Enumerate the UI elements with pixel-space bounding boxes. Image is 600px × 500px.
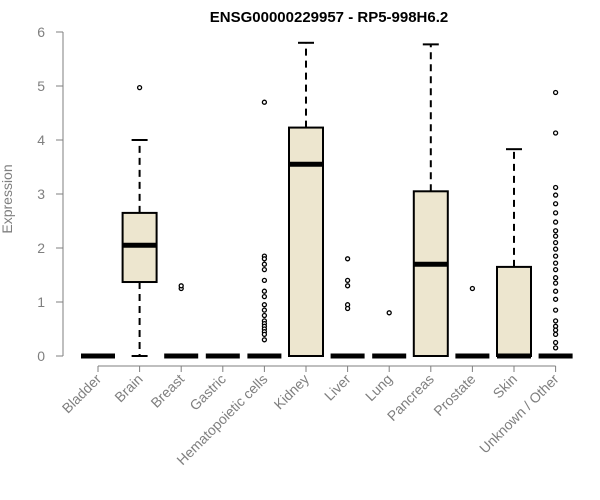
outlier-point xyxy=(552,266,559,273)
x-tick-label: Skin xyxy=(490,371,521,402)
outlier-point xyxy=(552,339,559,346)
outlier-point xyxy=(552,331,559,338)
outlier-point xyxy=(261,337,268,343)
outlier-point xyxy=(261,288,268,294)
outlier-point xyxy=(261,331,268,338)
outlier-point xyxy=(136,84,143,91)
outlier-point xyxy=(261,312,268,319)
y-tick-label: 1 xyxy=(37,294,45,310)
box-7 xyxy=(372,310,407,359)
outlier-point xyxy=(261,302,268,308)
outlier-point xyxy=(344,277,351,284)
x-tick-label: Brain xyxy=(111,371,145,405)
outlier-point xyxy=(344,283,351,289)
outlier-point xyxy=(261,261,268,267)
x-tick-label: Bladder xyxy=(59,371,105,417)
box-6 xyxy=(330,256,365,359)
y-tick-label: 5 xyxy=(37,78,45,94)
y-axis-label: Expression xyxy=(0,164,15,233)
outlier-point xyxy=(552,253,559,259)
outlier-point xyxy=(552,345,559,351)
x-tick-label: Unknown / Other xyxy=(476,371,562,457)
outlier-point xyxy=(552,288,559,294)
iqr-box xyxy=(412,190,449,357)
y-axis: 0 1 2 3 4 5 6 xyxy=(37,24,64,364)
chart-title: ENSG00000229957 - RP5-998H6.2 xyxy=(210,9,449,26)
x-tick-label: Lung xyxy=(362,371,395,404)
outlier-point xyxy=(261,307,268,313)
box-5 xyxy=(288,41,324,357)
x-tick-label: Kidney xyxy=(271,371,313,413)
outlier-point xyxy=(552,130,559,136)
outlier-point xyxy=(344,305,351,312)
iqr-box xyxy=(496,265,532,357)
outlier-point xyxy=(552,260,559,266)
box-1 xyxy=(121,84,158,357)
y-tick-label: 6 xyxy=(37,24,45,40)
outlier-point xyxy=(552,228,559,234)
outlier-point xyxy=(552,192,559,198)
outlier-point xyxy=(261,99,268,105)
outlier-point xyxy=(552,89,559,96)
outlier-point xyxy=(261,293,268,300)
boxes-layer xyxy=(81,41,573,359)
outlier-point xyxy=(552,201,559,207)
outlier-point xyxy=(552,275,559,281)
x-tick-label: Liver xyxy=(321,371,354,404)
outlier-point xyxy=(552,327,559,333)
y-tick-label: 2 xyxy=(37,240,45,256)
y-tick-label: 0 xyxy=(37,348,45,364)
y-tick-label: 3 xyxy=(37,186,45,202)
outlier-point xyxy=(552,210,559,216)
outlier-point xyxy=(552,318,559,324)
box-9 xyxy=(455,285,490,359)
y-tick-label: 4 xyxy=(37,132,45,148)
x-tick-label: Breast xyxy=(147,371,187,411)
outlier-point xyxy=(344,256,351,262)
x-tick-label: Prostate xyxy=(430,371,478,419)
outlier-point xyxy=(552,233,559,239)
outlier-point xyxy=(552,246,559,252)
box-2 xyxy=(164,283,199,359)
outlier-point xyxy=(552,219,559,225)
outlier-point xyxy=(261,256,268,262)
outlier-point xyxy=(386,310,392,316)
outlier-point xyxy=(552,307,559,313)
outlier-point xyxy=(178,283,184,289)
outlier-point xyxy=(261,277,268,284)
outlier-point xyxy=(469,285,476,292)
box-11 xyxy=(538,89,573,359)
outlier-point xyxy=(552,184,559,191)
box-8 xyxy=(412,43,449,357)
box-4 xyxy=(247,99,282,359)
outlier-point xyxy=(552,239,559,246)
box-10 xyxy=(496,148,532,359)
outlier-point xyxy=(552,296,559,302)
outlier-point xyxy=(552,280,559,286)
outlier-point xyxy=(261,266,268,273)
